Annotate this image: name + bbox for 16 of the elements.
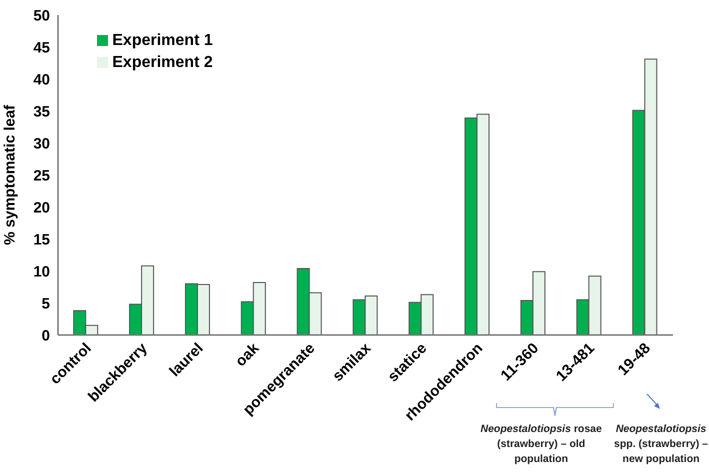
y-tick-label: 40: [33, 71, 50, 88]
y-tick-label: 30: [33, 135, 50, 152]
legend-label: Experiment 2: [112, 54, 213, 71]
legend-label: Experiment 1: [112, 32, 213, 49]
text: Neopestalotiopsis spp. (strawberry) – new population: [614, 422, 708, 467]
y-tick-label: 10: [33, 263, 50, 280]
y-tick-label: 20: [33, 199, 50, 216]
y-tick-label: 50: [33, 7, 50, 24]
y-tick-label: 45: [33, 39, 50, 56]
y-tick-label: 25: [33, 167, 50, 184]
y-axis-title: % symptomatic leaf: [1, 104, 18, 245]
y-tick-label: 15: [33, 231, 50, 248]
y-tick-label: 5: [42, 295, 50, 312]
y-tick-label: 0: [42, 327, 50, 344]
text: Neopestalotiopsis rosae (strawberry) – old population: [480, 423, 602, 465]
y-tick-label: 35: [33, 103, 50, 120]
